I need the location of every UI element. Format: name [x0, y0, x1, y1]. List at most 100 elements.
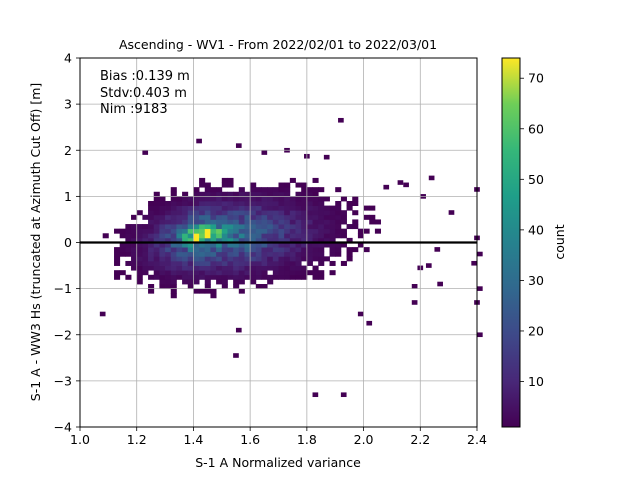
heatmap-cell — [170, 242, 177, 248]
heatmap-cell — [238, 260, 245, 266]
heatmap-cell — [216, 210, 223, 216]
heatmap-cell — [346, 200, 353, 206]
heatmap-cell — [210, 288, 217, 294]
heatmap-cell — [227, 219, 234, 225]
heatmap-cell — [210, 187, 217, 193]
heatmap-cell — [284, 182, 291, 188]
heatmap-cell — [289, 251, 296, 257]
heatmap-cell — [318, 187, 325, 193]
heatmap-cell — [335, 251, 342, 257]
heatmap-cell — [193, 260, 200, 266]
heatmap-cell — [318, 219, 325, 225]
heatmap-cell — [289, 237, 296, 243]
heatmap-cell — [335, 187, 342, 193]
heatmap-cell — [323, 242, 330, 248]
heatmap-cell — [176, 200, 183, 206]
heatmap-cell — [204, 228, 211, 234]
heatmap-cell — [204, 233, 211, 239]
heatmap-cell — [434, 247, 441, 252]
x-tick-label: 2.4 — [467, 432, 487, 447]
heatmap-cell — [210, 191, 217, 197]
heatmap-cell — [233, 265, 240, 271]
heatmap-cell — [221, 200, 228, 206]
heatmap-cell — [369, 205, 376, 211]
heatmap-cell — [477, 286, 483, 291]
heatmap-cell — [238, 191, 245, 197]
y-tick-label: −1 — [54, 281, 72, 296]
heatmap-cell — [244, 196, 251, 202]
heatmap-cell — [159, 219, 166, 225]
heatmap-cell — [176, 219, 183, 225]
heatmap-cell — [312, 219, 319, 225]
heatmap-cell — [329, 228, 336, 234]
heatmap-cell — [346, 247, 353, 253]
heatmap-cell — [301, 205, 308, 211]
heatmap-cell — [244, 242, 251, 248]
heatmap-cell — [199, 260, 206, 266]
heatmap-cell — [176, 205, 183, 211]
heatmap-cell — [244, 205, 251, 211]
heatmap-cell — [272, 224, 279, 230]
heatmap-cell — [114, 274, 121, 280]
heatmap-cell — [352, 200, 359, 206]
heatmap-cell — [244, 265, 251, 271]
heatmap-cell — [301, 210, 308, 216]
heatmap-cell — [148, 224, 155, 230]
heatmap-cell — [153, 247, 160, 253]
heatmap-cell — [165, 233, 172, 239]
heatmap-cell — [136, 242, 143, 248]
heatmap-cell — [165, 200, 172, 206]
colorbar-tick-label: 50 — [528, 172, 544, 187]
heatmap-cell — [210, 233, 217, 239]
heatmap-cell — [397, 180, 404, 185]
heatmap-cell — [227, 233, 234, 239]
heatmap-cell — [204, 265, 211, 271]
heatmap-cell — [267, 200, 274, 206]
heatmap-cell — [295, 210, 302, 216]
heatmap-cell — [272, 247, 279, 253]
heatmap-cell — [261, 256, 268, 262]
heatmap-cell — [335, 219, 342, 225]
heatmap-cell — [437, 281, 443, 287]
heatmap-cell — [187, 270, 194, 276]
heatmap-cell — [159, 214, 166, 220]
heatmap-cell — [318, 274, 325, 280]
heatmap-cell — [170, 256, 177, 262]
heatmap-cell — [284, 247, 291, 253]
heatmap-cell — [170, 210, 177, 216]
heatmap-cell — [210, 228, 217, 234]
heatmap-cell — [255, 187, 262, 193]
heatmap-cell — [216, 196, 223, 202]
heatmap-cell — [301, 182, 308, 188]
heatmap-cell — [182, 196, 189, 202]
heatmap-cell — [301, 242, 308, 248]
heatmap-cell — [176, 214, 183, 220]
heatmap-cell — [102, 233, 109, 239]
heatmap-cell — [261, 210, 268, 216]
heatmap-cell — [306, 214, 313, 220]
heatmap-cell — [312, 205, 319, 211]
heatmap-cell — [323, 219, 330, 225]
heatmap-cell — [233, 224, 240, 230]
heatmap-cell — [176, 228, 183, 234]
heatmap-cell — [199, 228, 206, 234]
heatmap-cell — [261, 150, 268, 155]
heatmap-cell — [255, 200, 262, 206]
heatmap-cell — [233, 228, 240, 234]
heatmap-cell — [278, 196, 285, 202]
heatmap-cell — [199, 191, 206, 197]
heatmap-cell — [301, 191, 308, 197]
heatmap-cell — [165, 265, 172, 271]
y-tick-label: 4 — [64, 51, 72, 66]
heatmap-cell — [272, 233, 279, 239]
heatmap-cell — [363, 205, 370, 211]
heatmap-cell — [193, 265, 200, 271]
heatmap-cell — [306, 247, 313, 253]
heatmap-cell — [261, 260, 268, 266]
heatmap-cell — [176, 265, 183, 271]
heatmap-cell — [301, 228, 308, 234]
heatmap-cell — [250, 228, 257, 234]
y-tick-label: 1 — [64, 189, 72, 204]
heatmap-cell — [131, 251, 138, 257]
heatmap-cell — [216, 219, 223, 225]
